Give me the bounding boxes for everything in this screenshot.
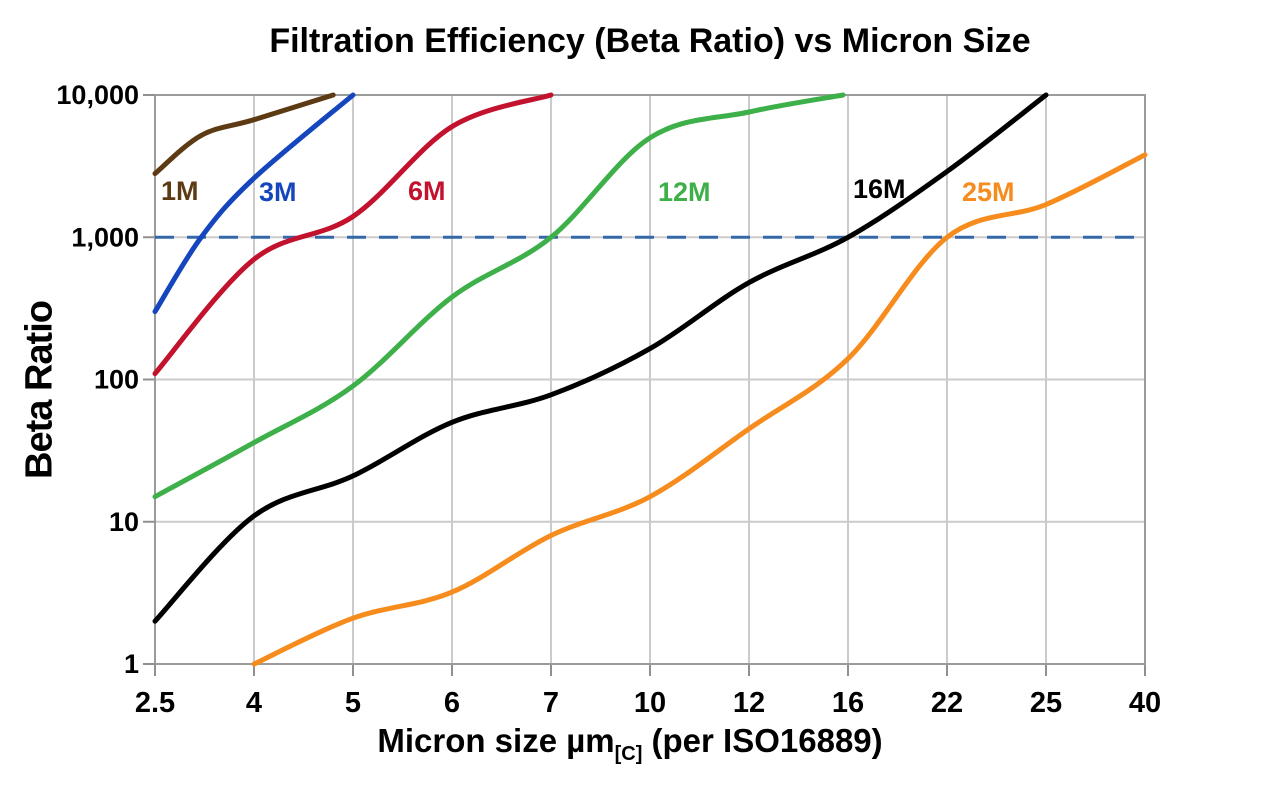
x-tick-label-6: 6 <box>444 687 460 719</box>
x-axis-title-main: Micron size µm <box>377 722 615 759</box>
x-tick-label-22: 22 <box>931 687 963 719</box>
y-tick-label-1: 1 <box>124 649 139 679</box>
x-tick-label-4: 4 <box>246 687 262 719</box>
chart-title: Filtration Efficiency (Beta Ratio) vs Mi… <box>269 22 1031 60</box>
series-curve-25M <box>251 152 1148 667</box>
series-label-3M: 3M <box>259 177 297 207</box>
x-tick-label-7: 7 <box>543 687 559 719</box>
x-tick-label-25: 25 <box>1030 687 1062 719</box>
series-curve-1M <box>152 92 336 177</box>
x-tick-label-12: 12 <box>733 687 765 719</box>
series-label-25M: 25M <box>962 177 1015 207</box>
series-curve-3M <box>152 92 356 315</box>
x-tick-label-5: 5 <box>345 687 361 719</box>
x-axis-title: Micron size µm[C] (per ISO16889) <box>135 722 1125 766</box>
series-curve-12M <box>152 92 846 500</box>
x-tick-label-16: 16 <box>832 687 864 719</box>
series-label-16M: 16M <box>853 174 906 204</box>
series-label-1M: 1M <box>161 176 199 206</box>
x-axis-title-subscript: [C] <box>614 743 643 765</box>
x-tick-label-40: 40 <box>1129 687 1161 719</box>
series-label-6M: 6M <box>408 176 446 206</box>
series-curve-6M <box>152 92 554 377</box>
y-tick-label-100: 100 <box>94 365 139 395</box>
x-axis-title-rest: (per ISO16889) <box>642 722 883 759</box>
x-tick-label-10: 10 <box>634 687 666 719</box>
y-tick-label-10: 10 <box>109 507 139 537</box>
x-tick-label-2.5: 2.5 <box>135 687 175 719</box>
series-curve-16M <box>152 92 1049 624</box>
series-label-12M: 12M <box>658 177 711 207</box>
y-tick-label-10,000: 10,000 <box>56 80 139 110</box>
y-tick-label-1,000: 1,000 <box>71 222 139 252</box>
